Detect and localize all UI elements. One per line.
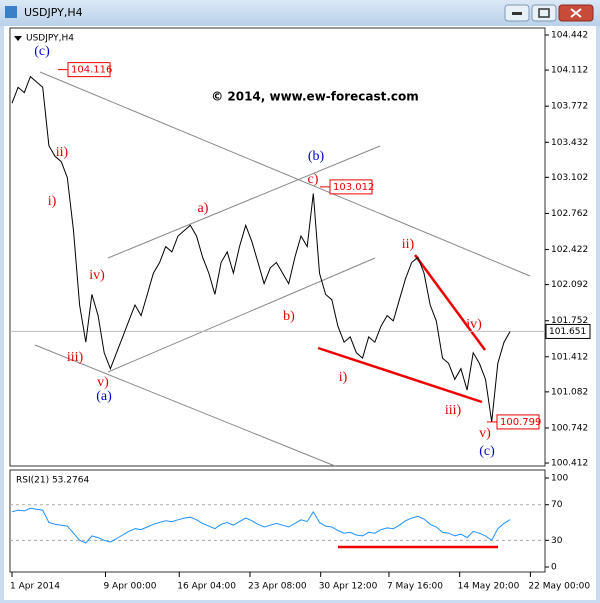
x-tick-label: 16 Apr 04:00 <box>177 582 236 592</box>
wave-label: iv) <box>466 317 482 332</box>
price-label: 104.116 <box>71 65 112 76</box>
wave-label: v) <box>97 375 109 390</box>
wave-label: iv) <box>89 268 105 283</box>
y-tick-label: 100 <box>551 474 568 484</box>
wave-label: i) <box>48 194 57 209</box>
y-tick-label: 101.412 <box>551 352 588 362</box>
trendline <box>34 344 336 467</box>
price-label-box <box>329 179 373 195</box>
red-trendline <box>413 254 487 351</box>
close-glyph <box>570 8 582 18</box>
y-tick-label: 101.752 <box>551 316 588 326</box>
dropdown-arrow <box>14 36 22 41</box>
wave-label: v) <box>479 426 491 441</box>
wave-label: iii) <box>67 350 84 365</box>
y-tick-label: 102.092 <box>551 280 588 290</box>
trendline <box>39 71 531 277</box>
wave-label: iii) <box>445 403 462 418</box>
y-tick-label: 102.422 <box>551 245 588 255</box>
chart-area <box>4 26 596 600</box>
maximize-button[interactable] <box>531 4 557 22</box>
window-title: USDJPY,H4 <box>24 6 83 19</box>
rsi-panel <box>9 469 546 573</box>
x-tick-label: 23 Apr 08:00 <box>248 582 307 592</box>
y-tick-label: 0 <box>551 563 557 573</box>
rsi-title: RSI(21) 53.2764 <box>16 476 89 486</box>
trendlines <box>34 71 531 467</box>
wave-label: b) <box>283 309 295 324</box>
icon <box>5 6 17 18</box>
y-tick-label: 101.082 <box>551 387 588 397</box>
y-tick-label: 100.412 <box>551 459 588 469</box>
x-tick-label: 22 May 00:00 <box>528 582 590 592</box>
price-label-box <box>67 62 111 78</box>
price-label-box <box>496 414 540 430</box>
y-tick-label: 103.772 <box>551 102 588 112</box>
y-tick-label: 100.742 <box>551 423 588 433</box>
wave-label: ii) <box>56 145 69 160</box>
y-tick-label: 30 <box>551 536 563 546</box>
x-tick-label: 9 Apr 00:00 <box>103 582 156 592</box>
wave-label: (c) <box>34 44 50 59</box>
price-label: 100.799 <box>500 417 541 428</box>
red-trendline <box>317 346 483 404</box>
current-price-label: 101.651 <box>549 327 586 337</box>
y-tick-label: 103.432 <box>551 138 588 148</box>
trendline <box>107 145 381 259</box>
maximize-glyph <box>538 8 550 18</box>
title-bar <box>0 0 600 26</box>
x-tick-label: 30 Apr 12:00 <box>319 582 378 592</box>
symbol-label: USDJPY,H4 <box>26 34 74 44</box>
series-line <box>11 507 511 544</box>
wave-label: (c) <box>479 444 495 459</box>
x-tick-label: 1 Apr 2014 <box>10 582 60 592</box>
minimize-glyph <box>512 12 522 15</box>
wave-label: c) <box>308 172 319 187</box>
wave-label: i) <box>339 370 348 385</box>
wave-label: a) <box>198 201 209 216</box>
series-line <box>11 75 511 422</box>
trendline <box>107 257 376 373</box>
price-label: 103.012 <box>333 182 374 193</box>
y-tick-label: 104.442 <box>551 31 588 41</box>
wave-label: (b) <box>308 149 325 164</box>
current-price-box <box>545 323 591 339</box>
y-tick-label: 102.762 <box>551 209 588 219</box>
copyright: © 2014, www.ew-forecast.com <box>211 90 419 104</box>
y-tick-label: 104.112 <box>551 66 588 76</box>
price-panel <box>9 27 546 467</box>
y-tick-label: 103.102 <box>551 173 588 183</box>
x-tick-label: 7 May 16:00 <box>387 582 443 592</box>
y-tick-label: 70 <box>551 500 563 510</box>
x-tick-label: 14 May 20:00 <box>458 582 520 592</box>
wave-label: ii) <box>402 237 415 252</box>
wave-label: (a) <box>96 389 112 404</box>
